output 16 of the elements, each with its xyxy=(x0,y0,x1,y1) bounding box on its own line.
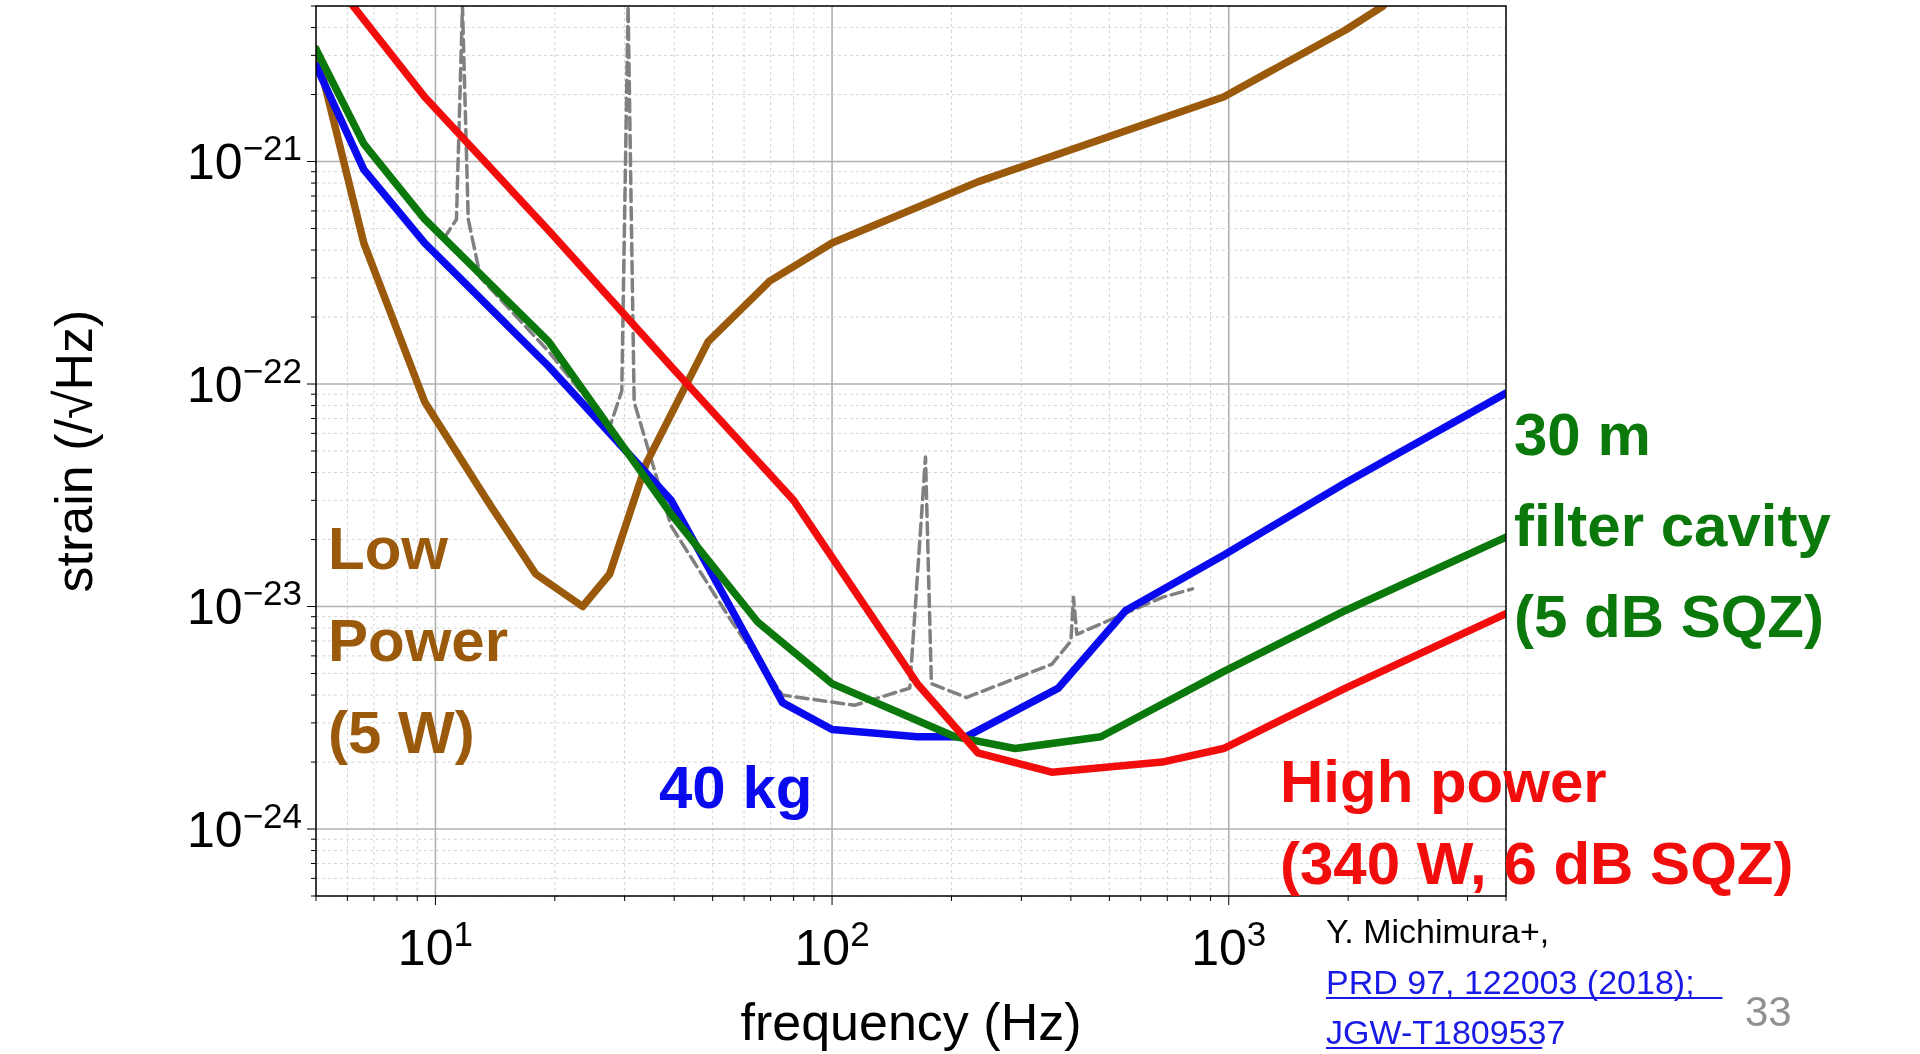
y-tick-label: 10$^{−22}$ xyxy=(187,350,302,413)
y-axis-title: strain (/√Hz) xyxy=(45,309,103,593)
series-label: Low Power (5 W) xyxy=(328,515,509,766)
x-tick-label: 10$^{3}$ xyxy=(1191,913,1267,976)
text: Y. Michimura+, xyxy=(1326,912,1550,950)
series-label: 40 kg xyxy=(659,754,813,821)
x-tick-label: 10$^{1}$ xyxy=(397,913,473,976)
series-label: 30 m filter cavity (5 dB SQZ) xyxy=(1514,401,1832,650)
y-tick-label: 10$^{−21}$ xyxy=(187,127,302,191)
y-tick-label: 10$^{−23}$ xyxy=(187,572,302,636)
x-axis-title: frequency (Hz) xyxy=(740,993,1082,1051)
y-tick-label: 10$^{−24}$ xyxy=(187,795,302,858)
text: JGW-T1809537 xyxy=(1326,1013,1566,1051)
text: PRD 97, 122003 (2018); xyxy=(1326,963,1695,1001)
x-tick-label: 10$^{2}$ xyxy=(794,913,870,976)
text: 33 xyxy=(1745,988,1792,1035)
